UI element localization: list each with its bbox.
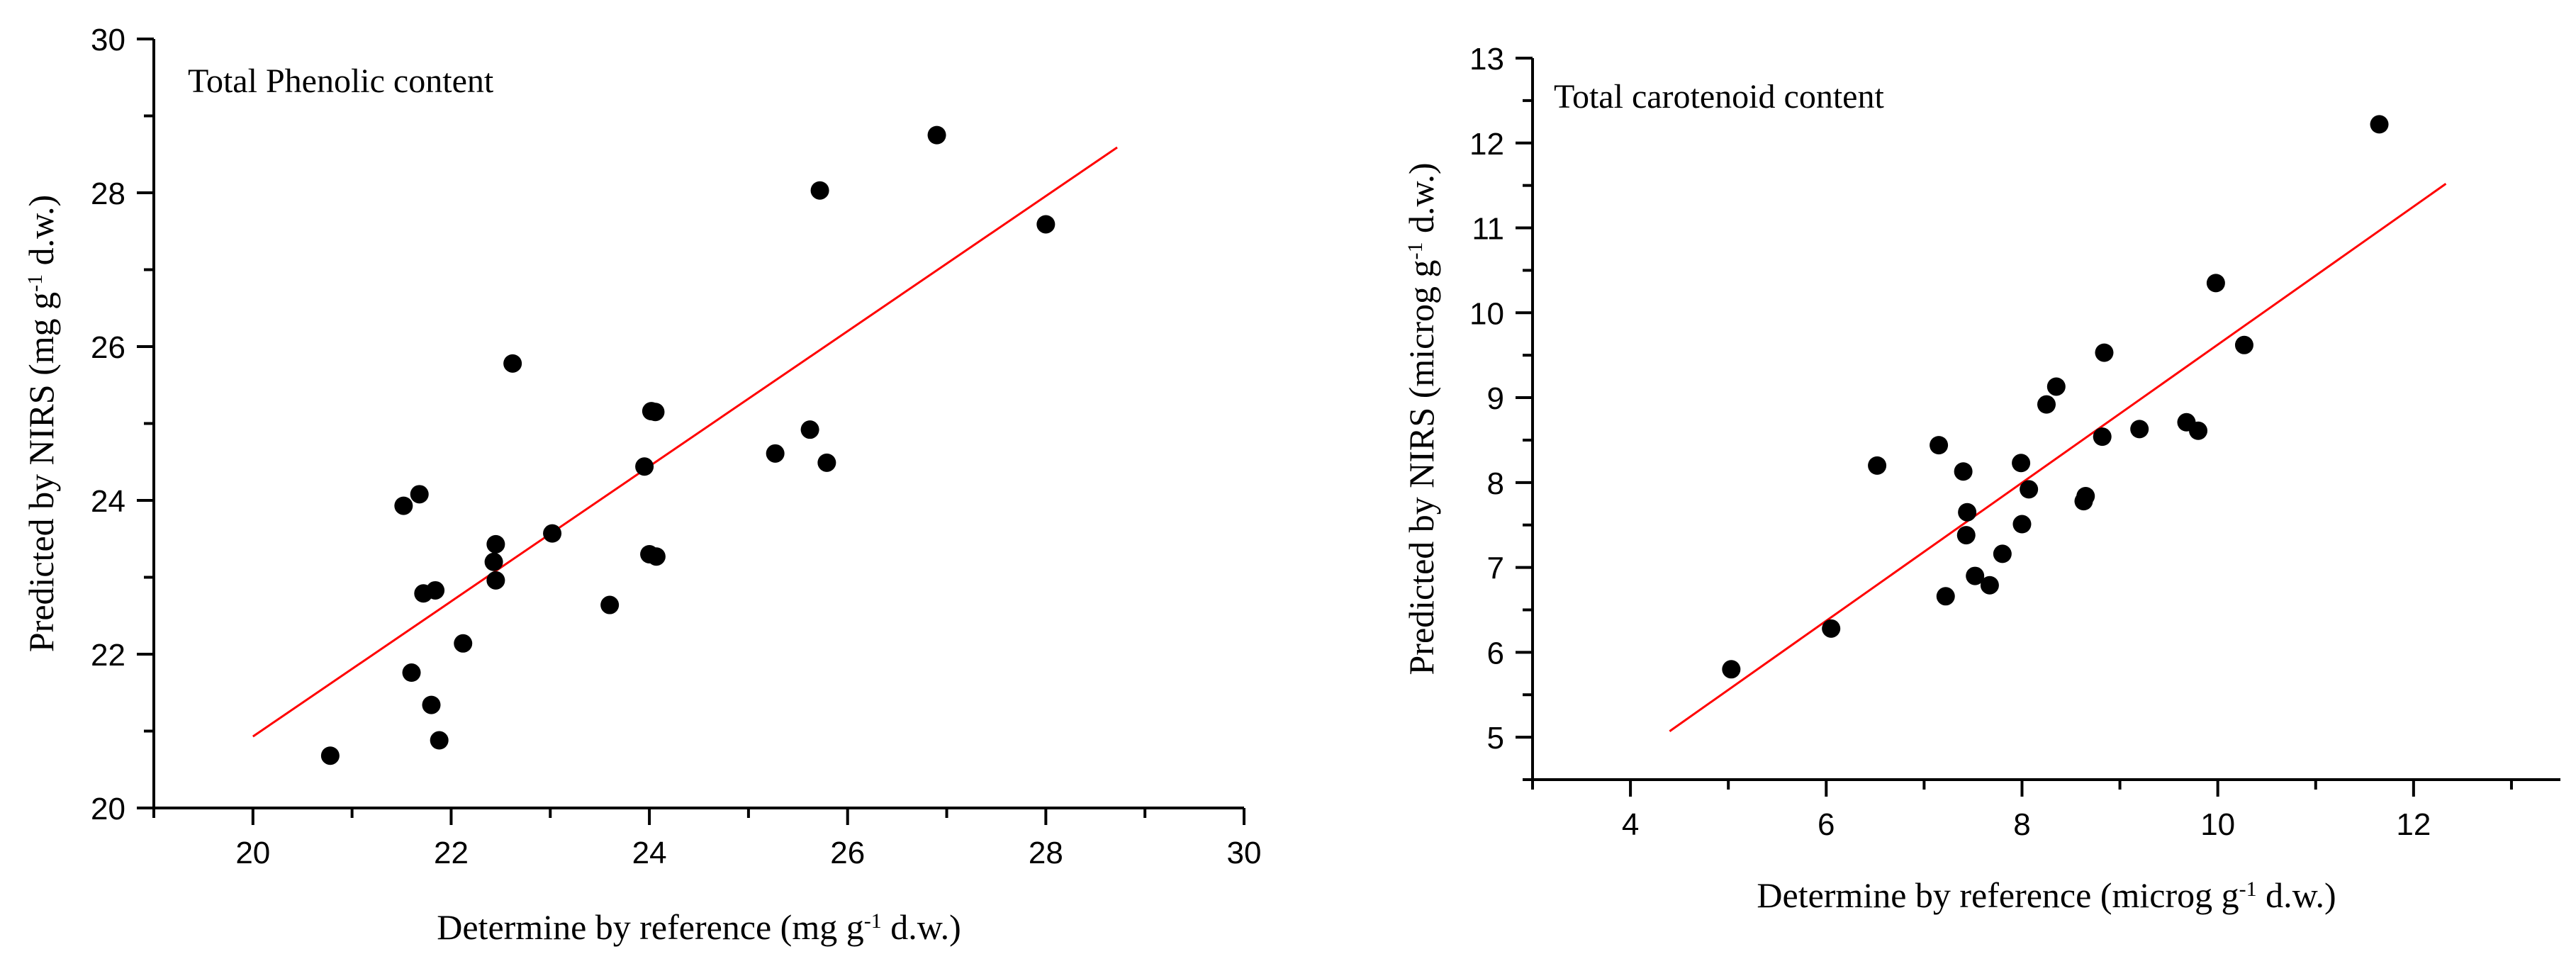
data-point [2370,115,2389,134]
data-point [503,354,522,373]
x-tick-label: 20 [235,836,270,870]
y-tick-label: 12 [1469,127,1504,162]
x-tick-label: 8 [2013,807,2030,842]
data-point [486,571,505,590]
chart-title: Total carotenoid content [1554,78,1884,116]
data-point [1936,587,1955,606]
regression-line [1669,183,2447,732]
data-point [1954,462,1973,481]
x-tick-label: 12 [2396,807,2431,842]
data-point [2093,427,2112,447]
data-point [766,444,785,463]
data-point [486,534,505,554]
y-tick-label: 20 [91,792,125,826]
x-tick-label: 26 [830,836,865,870]
data-point [2234,335,2253,354]
data-point [2046,377,2066,396]
data-point [1958,503,1977,522]
data-point [646,547,666,566]
y-tick-label: 13 [1469,42,1504,77]
data-point [2189,421,2208,440]
data-point [394,496,413,515]
data-point [402,663,421,683]
x-axis-label: Determine by reference (microg g-1 d.w.) [1757,875,2336,915]
y-tick-label: 8 [1487,466,1504,501]
data-point [2012,515,2032,534]
y-tick-label: 24 [91,484,125,519]
regression-line [252,146,1118,738]
data-point [1980,576,1999,595]
data-point [320,746,340,765]
data-point [635,457,654,476]
data-point [454,634,473,653]
data-point [1036,215,1055,234]
y-tick-label: 28 [91,176,125,211]
data-point [2037,395,2056,414]
x-tick-label: 4 [1622,807,1639,842]
data-point [817,453,836,472]
y-tick-label: 7 [1487,551,1504,586]
x-axis-label: Determine by reference (mg g-1 d.w.) [437,907,961,947]
y-axis-label: Predicted by NIRS (mg g-1 d.w.) [21,195,61,652]
phenolic-chart: 20 22 24 26 28 30 20 22 24 26 28 30 Total Phenolic c… [21,23,1261,947]
data-point [1930,436,1949,455]
y-tick-label: 26 [91,330,125,365]
y-tick-label: 11 [1472,212,1504,247]
data-point [1956,526,1976,545]
data-point [2206,274,2225,293]
y-tick-label: 10 [1469,296,1504,331]
data-point [810,181,829,200]
data-point [1868,456,1887,475]
y-tick-label: 30 [91,23,125,57]
data-point [422,695,441,714]
data-point [1822,619,1841,638]
y-tick-label: 6 [1487,636,1504,670]
y-tick-label: 5 [1487,721,1504,756]
y-tick-label: 22 [91,638,125,673]
data-point [410,485,429,504]
data-point [1993,544,2012,563]
data-point [426,580,445,600]
data-point [2095,343,2114,362]
data-point [484,552,503,571]
x-tick-label: 28 [1029,836,1063,870]
x-tick-label: 24 [632,836,667,870]
data-point [2012,454,2031,473]
data-point [1966,566,1985,585]
y-axis-label: Predicted by NIRS (microg g-1 d.w.) [1401,162,1441,675]
data-point [2020,480,2039,499]
carotenoid-chart: 4 6 8 10 12 5 6 7 8 9 10 11 12 13 Total carotenoid con… [1401,42,2560,915]
x-tick-label: 22 [434,836,469,870]
data-point [800,420,819,439]
data-point [600,595,620,614]
x-tick-label: 6 [1818,807,1835,842]
data-point [927,125,946,145]
data-point [2076,486,2095,505]
data-point [2130,420,2149,439]
x-tick-label: 30 [1227,836,1262,870]
data-point [1722,660,1741,679]
y-tick-label: 9 [1487,381,1504,416]
data-point [430,731,449,750]
data-point [543,524,562,543]
chart-title: Total Phenolic content [188,62,494,100]
x-tick-label: 10 [2200,807,2235,842]
data-point [646,403,665,422]
